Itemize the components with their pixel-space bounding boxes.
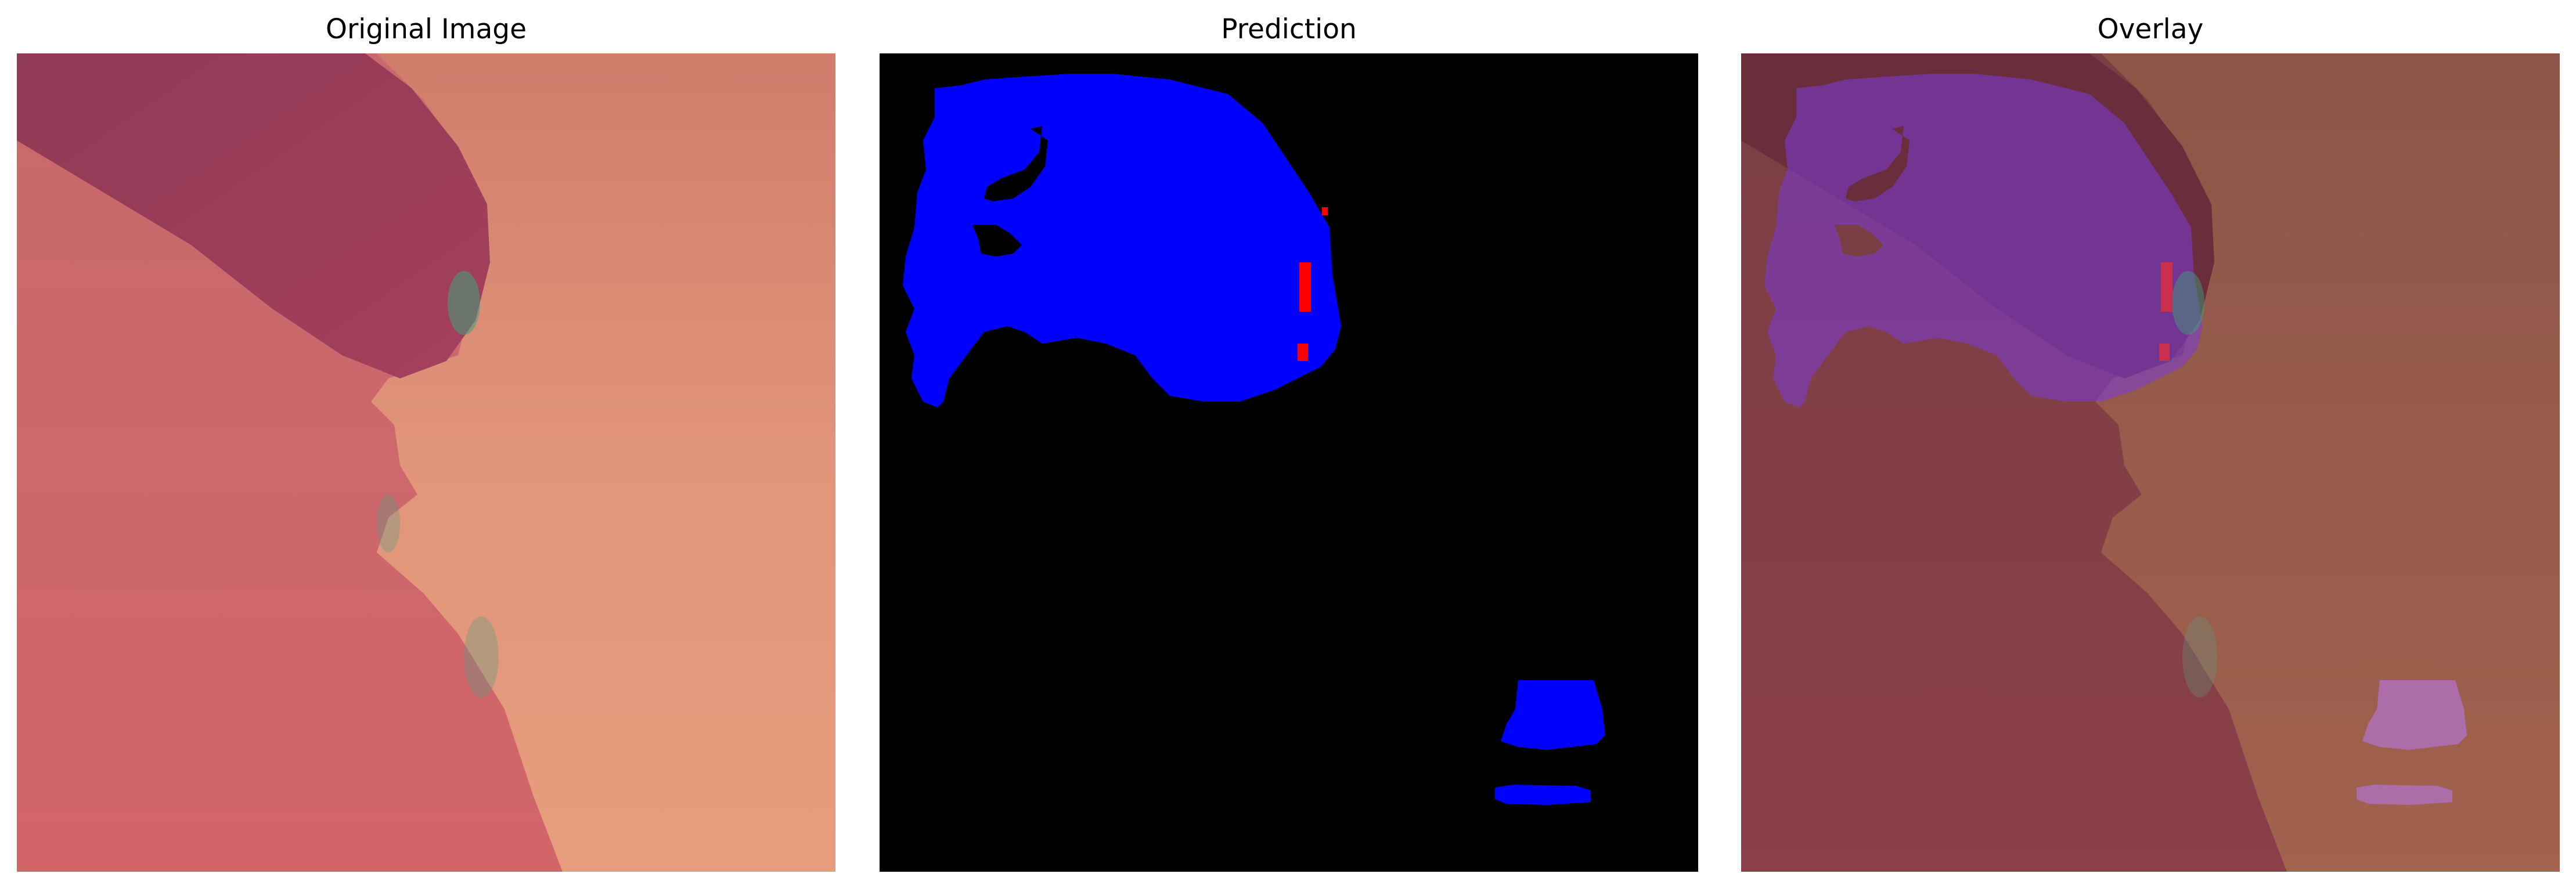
mask-hole: [984, 126, 1048, 201]
original-image-title: Original Image: [325, 13, 527, 45]
red-class-overlay: [2159, 344, 2170, 361]
blue-class-region: [1495, 785, 1591, 805]
green-edge-highlight: [464, 616, 499, 698]
prediction-panel: [880, 53, 1698, 872]
mask-hole: [1846, 126, 1910, 201]
green-edge-highlight: [2172, 271, 2204, 335]
original-image-panel: [17, 53, 835, 872]
blue-class-region: [903, 74, 1341, 407]
blue-class-overlay: [2362, 680, 2467, 750]
blue-class-region: [1501, 680, 1605, 750]
mask-hole: [1834, 225, 1883, 257]
blue-class-overlay: [1764, 74, 2203, 407]
red-class-region: [1322, 207, 1328, 215]
red-class-region: [1299, 262, 1311, 312]
prediction-mask: [880, 53, 1698, 872]
red-class-region: [1298, 344, 1308, 361]
original-image: [17, 53, 835, 872]
overlay-title: Overlay: [2097, 13, 2204, 45]
overlay-image: [1741, 53, 2560, 872]
green-edge-highlight: [448, 271, 480, 335]
mask-hole: [972, 225, 1022, 257]
green-edge-highlight: [2182, 616, 2217, 698]
prediction-title: Prediction: [1221, 13, 1357, 45]
green-edge-highlight: [377, 494, 400, 553]
blue-class-overlay: [2357, 785, 2452, 805]
overlay-panel: [1741, 53, 2560, 872]
dark-flake: [17, 53, 490, 378]
red-class-overlay: [2161, 262, 2173, 312]
